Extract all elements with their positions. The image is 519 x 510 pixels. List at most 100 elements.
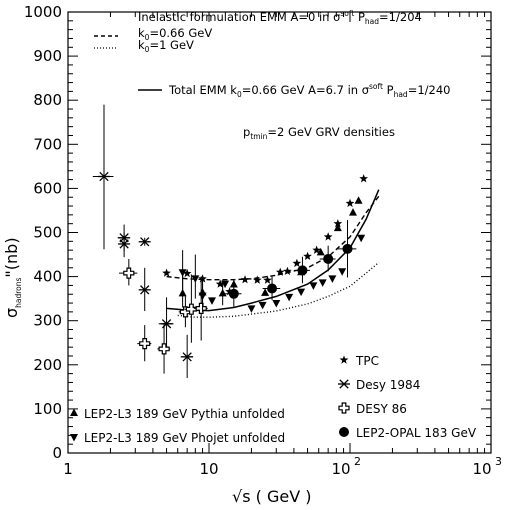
data-point-tpc [283,266,292,275]
legend-label-desy86: DESY 86 [356,402,407,416]
data-point-opal [228,288,239,299]
data-point-tpc [359,174,368,183]
data-point-phojet [318,279,327,287]
annotation-line3: k0=1 GeV [138,38,194,54]
legend-marker-opal [339,427,349,437]
data-point-pythia [348,208,357,216]
data-point-phojet [247,305,256,313]
y-tick-label: 200 [33,356,62,374]
plot-frame [67,11,492,454]
data-point-pythia [261,288,270,296]
y-tick-label: 500 [33,224,62,242]
x-tick-label: 10 [472,460,491,478]
legend [70,355,350,442]
data-point-phojet [258,301,267,310]
data-point-pythia [218,288,227,297]
data-point-phojet [207,297,216,305]
data-point-phojet [338,268,347,276]
y-tick-label: 800 [33,91,62,109]
data-point-phojet [221,280,230,289]
data-point-pythia [229,280,238,288]
data-point-tpc [275,267,285,276]
data-point-phojet [198,292,207,301]
x-tick-label: 10 [199,460,218,478]
data-point-tpc [345,198,355,208]
annotation-line5: ptmin=2 GeV GRV densities [243,125,395,141]
data-point-phojet [285,293,294,302]
data-point-desy84-stroke [140,285,150,295]
y-tick-label: 700 [33,135,62,153]
data-point-desy84 [97,171,110,182]
data-point-phojet [191,275,200,283]
data-point-pythia [316,247,325,256]
series-desy84 [92,104,194,379]
data-point-tpc [240,275,250,284]
data-point-desy84 [181,352,194,362]
data-point-tpc [292,258,302,268]
legend-label-phojet: LEP2-L3 189 GeV Phojet unfolded [84,431,285,445]
legend-label-desy84: Desy 1984 [356,378,420,392]
data-point-desy84-stroke [119,239,129,249]
data-point-pythia [178,288,187,297]
y-tick-label: 900 [33,47,62,65]
data-series [92,104,368,379]
y-tick-label: 400 [33,268,62,286]
data-point-tpc [323,232,333,241]
data-point-opal [267,283,278,294]
data-point-pythia [354,196,363,204]
data-point-tpc [215,279,225,288]
y-axis-label: σhadrons"(nb) [2,237,23,318]
data-point-opal [342,243,353,254]
data-point-tpc [263,275,272,284]
series-tpc [162,174,368,296]
data-point-phojet [297,288,306,297]
y-tick-label: 1000 [24,3,62,21]
data-point-desy84 [138,285,151,295]
data-point-tpc [312,245,321,254]
legend-marker-tpc [339,355,349,364]
annotation-line1: Inelastic formulation EMM A=0 in σsoft P… [138,9,422,26]
legend-label-tpc: TPC [355,354,379,368]
x-tick-label: 10 [331,460,350,478]
legend-marker-desy84-stroke [339,379,349,389]
y-tick-label: 600 [33,179,62,197]
data-point-tpc [162,268,171,277]
legend-marker-desy84 [338,379,350,389]
data-point-desy84-stroke [99,171,109,182]
data-point-opal [323,253,334,264]
series-phojet [178,234,366,313]
legend-marker-desy86 [338,402,350,414]
axes: 1 10 10 2 10 3 0 100 200 300 400 500 600 700 800 900 100… [24,3,502,478]
data-point-tpc [252,275,262,284]
data-point-desy84 [118,239,131,249]
data-point-pythia [297,267,306,276]
data-point-desy84-stroke [182,352,192,362]
data-point-tpc [333,219,343,228]
y-tick-label: 0 [52,444,62,462]
data-point-tpc [182,268,192,278]
data-point-desy84-stroke [140,237,150,247]
x-axis-label: √s ( GeV ) [232,487,311,506]
data-point-desy86 [158,343,170,355]
data-point-phojet [357,234,366,243]
data-point-pythia [333,223,342,232]
data-point-desy86 [195,302,207,314]
data-point-phojet [328,275,337,283]
data-point-desy86 [139,338,151,350]
data-point-phojet [272,300,281,308]
x-tick-label-exp: 3 [495,455,502,468]
data-point-phojet [309,282,318,290]
legend-label-pythia: LEP2-L3 189 GeV Pythia unfolded [84,407,285,421]
legend-marker-pythia [70,408,78,416]
data-point-desy86 [123,267,135,279]
series-desy86 [119,258,208,374]
x-tick-label: 1 [63,460,73,478]
y-tick-label: 100 [33,400,62,418]
data-point-phojet [178,269,187,277]
curve-k0_066 [166,195,380,281]
series-pythia [178,196,363,308]
annotation-line4: Total EMM k0=0.66 GeV A=6.7 in σsoft Pha… [168,82,450,99]
data-point-desy84 [138,237,151,247]
data-point-desy86 [185,303,197,315]
